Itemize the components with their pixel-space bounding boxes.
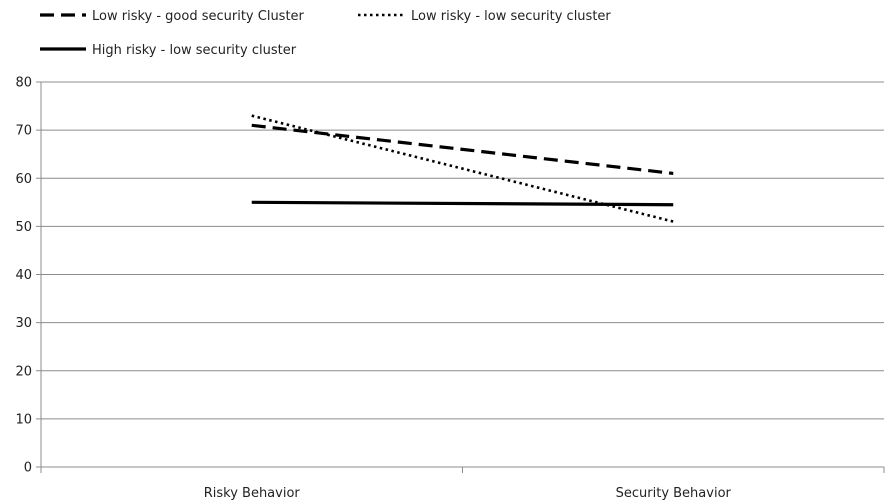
y-tick-label: 0: [24, 461, 32, 476]
series-line-3: [251, 200, 674, 207]
y-tick-label: 80: [15, 76, 32, 91]
legend: Low risky - good security Cluster Low ris…: [40, 9, 611, 58]
x-axis: Risky Behavior Security Behavior: [40, 467, 885, 501]
legend-label: High risky - low security cluster: [92, 43, 297, 58]
gridlines: [41, 81, 884, 468]
y-tick-label: 60: [15, 172, 32, 187]
y-tick-label: 20: [15, 364, 32, 379]
x-tick-label: Risky Behavior: [204, 486, 301, 501]
y-tick-label: 50: [15, 220, 32, 235]
y-tick-label: 10: [15, 412, 32, 427]
series-lines: [251, 114, 674, 223]
legend-label: Low risky - good security Cluster: [92, 9, 305, 24]
y-tick-label: 40: [15, 268, 32, 283]
x-tick-label: Security Behavior: [616, 486, 732, 501]
series-line-1: [251, 123, 674, 176]
y-axis: 0 10 20 30 40 50 60 70 80: [15, 76, 42, 476]
y-tick-label: 70: [15, 124, 32, 139]
legend-label: Low risky - low security cluster: [411, 9, 611, 24]
y-tick-label: 30: [15, 316, 32, 331]
